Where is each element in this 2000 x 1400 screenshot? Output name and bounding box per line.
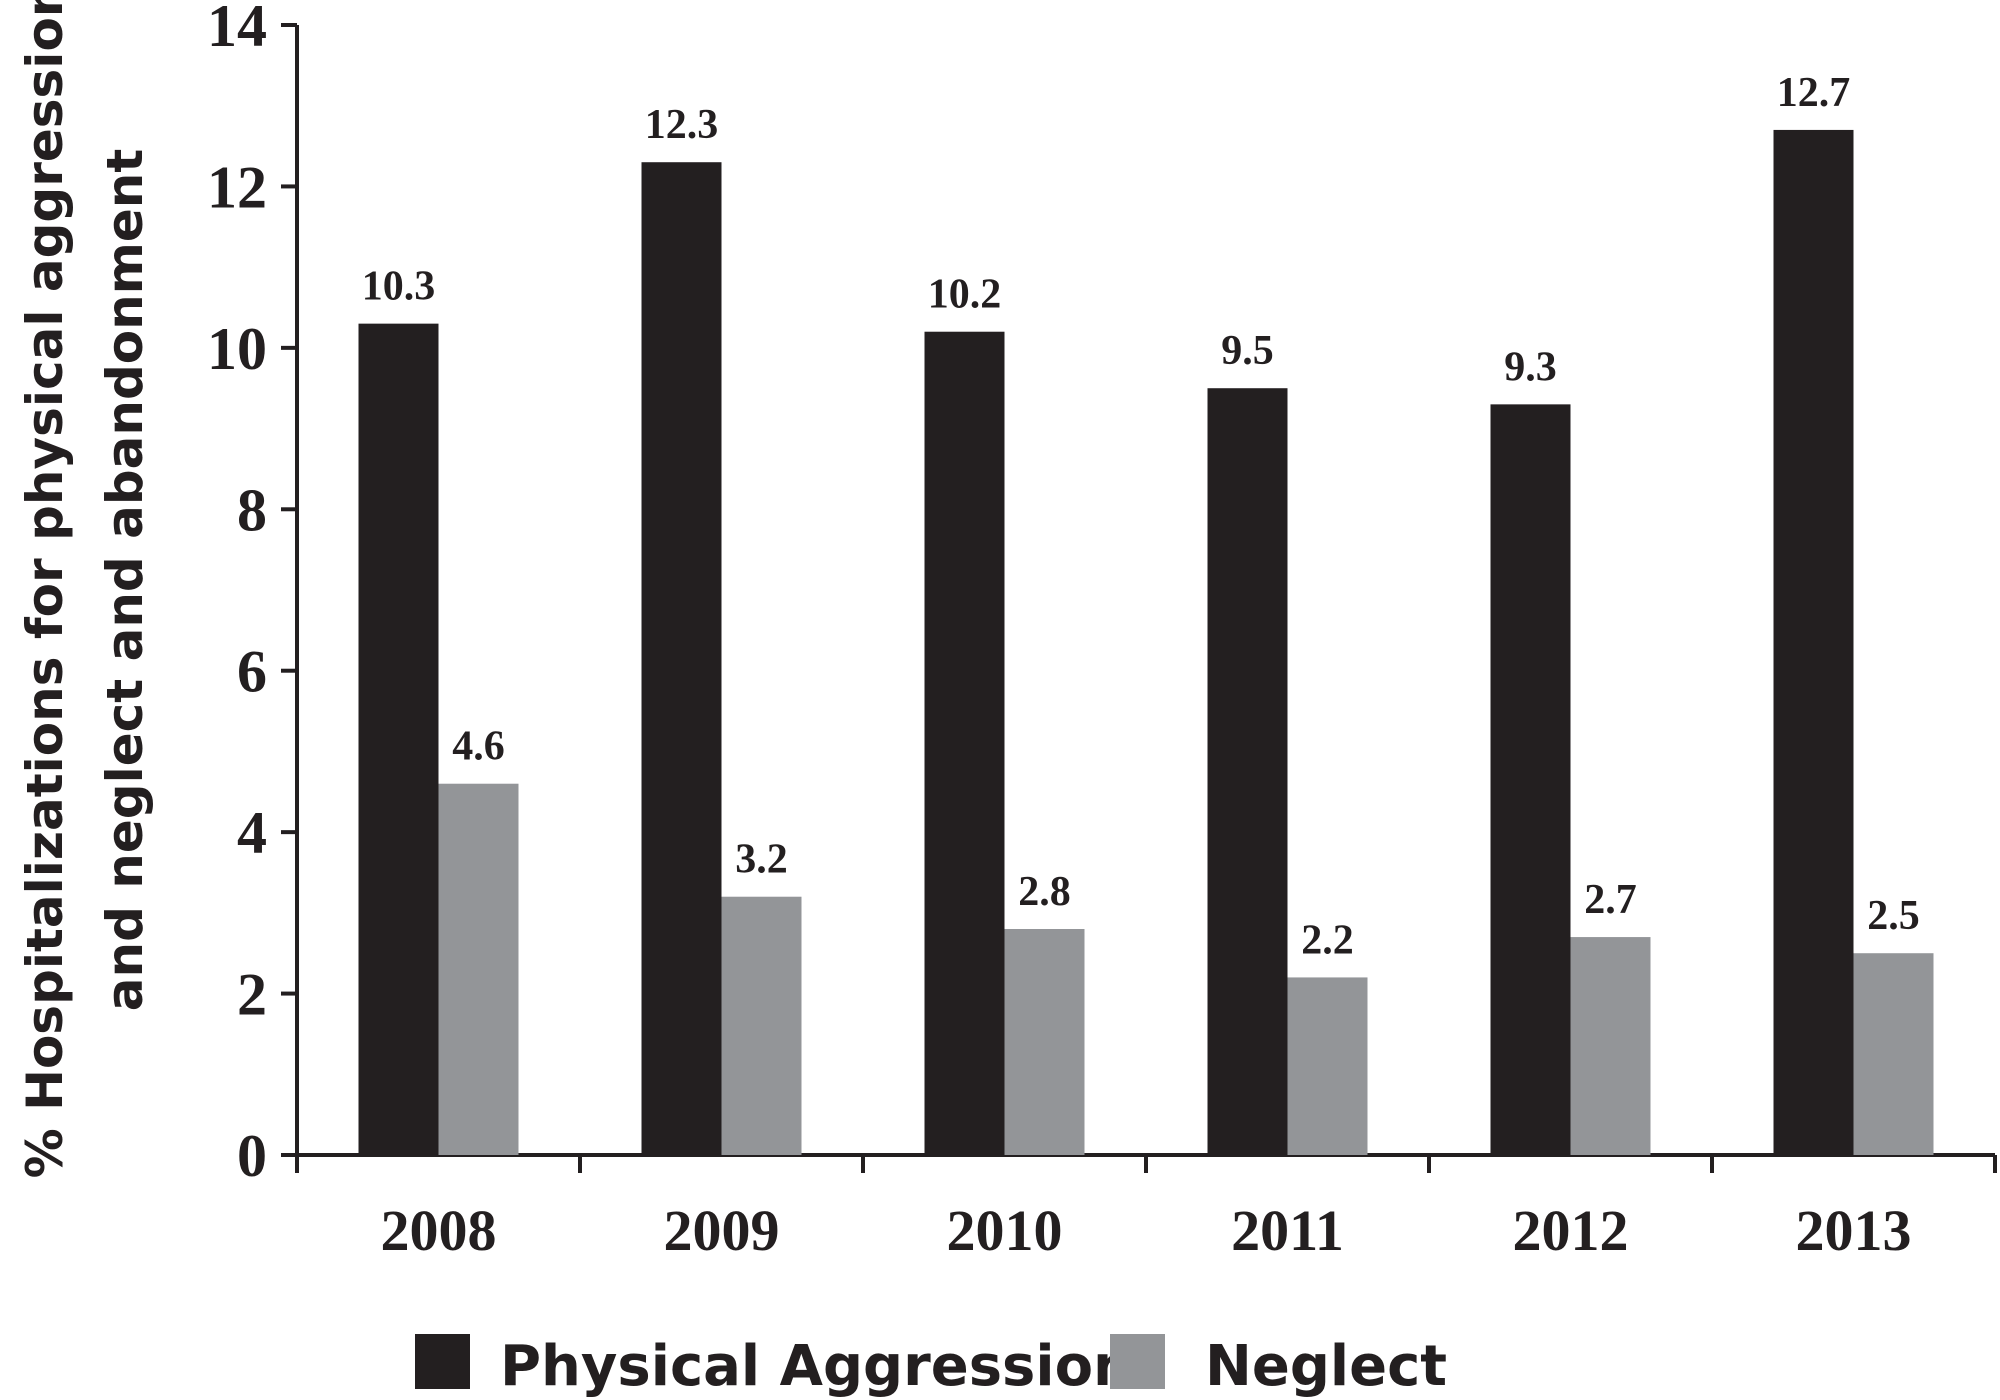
data-label-physical-aggression-2012: 9.3 (1504, 344, 1557, 390)
y-tick-label-12: 12 (207, 154, 267, 220)
x-tick-label-2012: 2012 (1513, 1198, 1629, 1263)
data-label-physical-aggression-2013: 12.7 (1777, 70, 1851, 116)
x-tick-label-2008: 2008 (381, 1198, 497, 1263)
data-label-neglect-2010: 2.8 (1018, 869, 1071, 915)
bar-neglect-2009 (721, 896, 802, 1155)
bar-neglect-2011 (1287, 977, 1368, 1155)
legend-label-neglect: Neglect (1205, 1334, 1447, 1399)
y-tick-label-0: 0 (237, 1123, 267, 1189)
data-label-neglect-2013: 2.5 (1867, 893, 1920, 939)
data-label-neglect-2008: 4.6 (452, 724, 505, 770)
data-label-neglect-2009: 3.2 (735, 837, 788, 883)
data-label-neglect-2012: 2.7 (1584, 877, 1637, 923)
y-tick-label-10: 10 (207, 316, 267, 382)
y-tick-label-2: 2 (237, 962, 267, 1028)
x-tick-label-2013: 2013 (1796, 1198, 1912, 1263)
data-label-neglect-2011: 2.2 (1301, 917, 1354, 963)
bar-neglect-2013 (1853, 953, 1934, 1155)
y-axis-label-line-2: and neglect and abandonment (96, 149, 154, 1011)
x-tick-label-2010: 2010 (947, 1198, 1063, 1263)
legend-swatch-neglect (1110, 1334, 1165, 1389)
y-axis-label-line-1: % Hospitalizations for physical aggressi… (16, 0, 74, 1178)
bar-physical-aggression-2013 (1773, 129, 1854, 1155)
bar-physical-aggression-2008 (358, 323, 439, 1156)
data-label-physical-aggression-2008: 10.3 (362, 264, 436, 310)
bar-neglect-2012 (1570, 937, 1651, 1155)
y-tick-label-8: 8 (237, 477, 267, 543)
x-tick-label-2011: 2011 (1231, 1198, 1344, 1263)
y-tick-label-14: 14 (207, 0, 267, 59)
bar-neglect-2008 (438, 783, 519, 1155)
bar-physical-aggression-2009 (641, 162, 722, 1155)
bar-physical-aggression-2011 (1207, 388, 1288, 1155)
bar-neglect-2010 (1004, 929, 1085, 1155)
x-tick-label-2009: 2009 (664, 1198, 780, 1263)
bar-physical-aggression-2010 (924, 331, 1005, 1155)
legend-swatch-physical-aggression (415, 1334, 470, 1389)
legend: Physical Aggression Neglect (415, 1334, 1447, 1399)
plot-area: 0 2 4 6 8 10 12 14 10.3 4.6 2008 12.3 3.2 2009 10.2 2.8… (207, 0, 1997, 1263)
data-label-physical-aggression-2011: 9.5 (1221, 328, 1274, 374)
bar-physical-aggression-2012 (1490, 404, 1571, 1155)
legend-label-physical-aggression: Physical Aggression (500, 1334, 1133, 1399)
y-tick-label-4: 4 (237, 800, 267, 866)
data-label-physical-aggression-2010: 10.2 (928, 272, 1002, 318)
data-label-physical-aggression-2009: 12.3 (645, 102, 719, 148)
y-tick-label-6: 6 (237, 639, 267, 705)
